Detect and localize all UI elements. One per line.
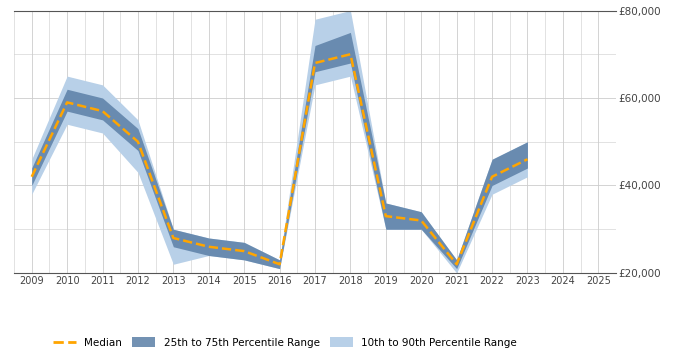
Legend: Median, 25th to 75th Percentile Range, 10th to 90th Percentile Range: Median, 25th to 75th Percentile Range, 1… xyxy=(48,333,521,350)
